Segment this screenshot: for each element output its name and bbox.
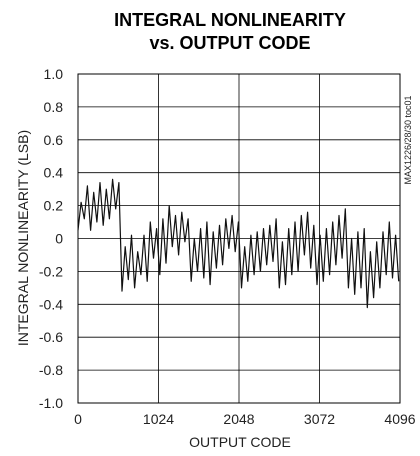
- y-tick-label: 0: [55, 231, 63, 247]
- inl-series-line: [77, 178, 400, 309]
- x-tick-label: 0: [74, 411, 82, 427]
- y-tick-label: -0.6: [39, 329, 63, 345]
- tick-labels: 0 1024 2048 3072 4096 1.0 0.8 0.6 0.4 0.2 0 -0.2 -0.…: [39, 66, 416, 427]
- y-tick-label: 0.4: [44, 165, 64, 181]
- x-tick-label: 4096: [384, 411, 415, 427]
- chart-title: INTEGRAL NONLINEARITY: [114, 10, 346, 30]
- x-axis-label: OUTPUT CODE: [189, 434, 291, 450]
- x-tick-label: 3072: [304, 411, 335, 427]
- y-tick-label: -1.0: [39, 395, 63, 411]
- side-note: MAX1226/28/30 toc01: [403, 95, 413, 184]
- y-tick-label: 1.0: [44, 66, 64, 82]
- chart-subtitle: vs. OUTPUT CODE: [149, 33, 310, 53]
- grid-lines: [78, 74, 400, 403]
- y-tick-label: 0.2: [44, 198, 64, 214]
- x-tick-label: 2048: [223, 411, 254, 427]
- y-tick-label: -0.8: [39, 362, 63, 378]
- y-tick-label: -0.2: [39, 263, 63, 279]
- x-tick-label: 1024: [143, 411, 174, 427]
- y-tick-label: 0.8: [44, 99, 64, 115]
- series-layer: [77, 178, 400, 309]
- y-tick-label: -0.4: [39, 296, 63, 312]
- y-axis-label: INTEGRAL NONLINEARITY (LSB): [15, 130, 31, 346]
- y-tick-label: 0.6: [44, 132, 64, 148]
